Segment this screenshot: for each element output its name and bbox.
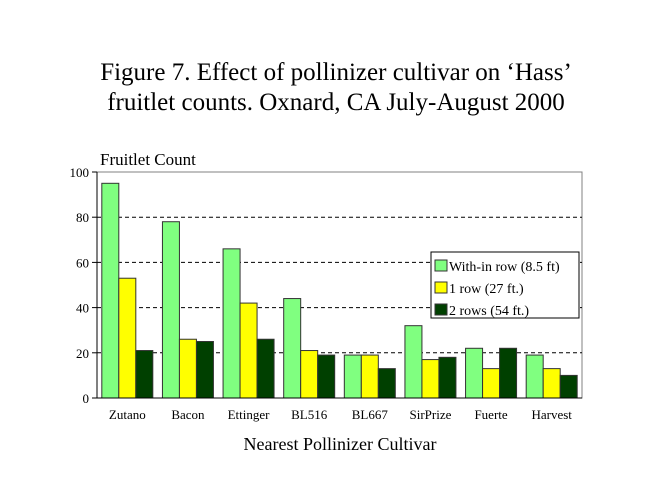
bar bbox=[482, 368, 501, 399]
x-tick-label: Fuerte bbox=[474, 407, 507, 422]
chart-title-line1: Figure 7. Effect of pollinizer cultivar … bbox=[100, 59, 572, 86]
legend-label: 1 row (27 ft.) bbox=[449, 282, 524, 297]
bar bbox=[404, 325, 423, 399]
bar bbox=[222, 248, 241, 399]
legend-swatch bbox=[434, 259, 448, 272]
bar bbox=[161, 221, 180, 399]
x-tick-label: Harvest bbox=[531, 407, 572, 422]
bar bbox=[343, 354, 362, 399]
y-tick-label: 60 bbox=[76, 255, 89, 270]
x-tick-label: BL516 bbox=[291, 407, 328, 422]
bar bbox=[118, 277, 137, 399]
bar bbox=[525, 354, 544, 399]
bar bbox=[195, 341, 214, 399]
bar bbox=[239, 302, 258, 399]
x-tick-label: SirPrize bbox=[409, 407, 451, 422]
chart-title-line2: fruitlet counts. Oxnard, CA July-August … bbox=[107, 89, 565, 116]
legend-swatch bbox=[434, 281, 448, 294]
x-tick-label: BL667 bbox=[352, 407, 389, 422]
y-tick-label: 0 bbox=[83, 391, 90, 406]
bar bbox=[438, 356, 457, 399]
y-tick-label: 80 bbox=[76, 210, 89, 225]
bar bbox=[178, 338, 197, 399]
x-tick-label: Bacon bbox=[171, 407, 205, 422]
x-axis-label: Nearest Pollinizer Cultivar bbox=[244, 434, 437, 454]
bar bbox=[360, 354, 379, 399]
x-tick-label: Zutano bbox=[109, 407, 146, 422]
bar bbox=[101, 182, 120, 399]
legend-label: 2 rows (54 ft.) bbox=[449, 304, 529, 319]
bar bbox=[559, 374, 578, 399]
legend-swatch bbox=[434, 303, 448, 316]
bar bbox=[300, 350, 319, 399]
y-axis-label: Fruitlet Count bbox=[100, 150, 196, 169]
bar bbox=[421, 359, 440, 399]
legend-label: With-in row (8.5 ft) bbox=[449, 260, 560, 275]
y-tick-label: 20 bbox=[76, 346, 89, 361]
bar bbox=[135, 350, 154, 399]
x-tick-label: Ettinger bbox=[228, 407, 271, 422]
y-tick-label: 100 bbox=[70, 165, 90, 180]
bar bbox=[542, 368, 561, 399]
bar bbox=[499, 347, 518, 399]
bar bbox=[317, 354, 336, 399]
bar bbox=[283, 298, 302, 399]
legend bbox=[430, 251, 580, 319]
bar bbox=[465, 347, 484, 399]
bar bbox=[377, 368, 396, 399]
bar bbox=[256, 338, 275, 399]
y-tick-label: 40 bbox=[76, 301, 89, 316]
